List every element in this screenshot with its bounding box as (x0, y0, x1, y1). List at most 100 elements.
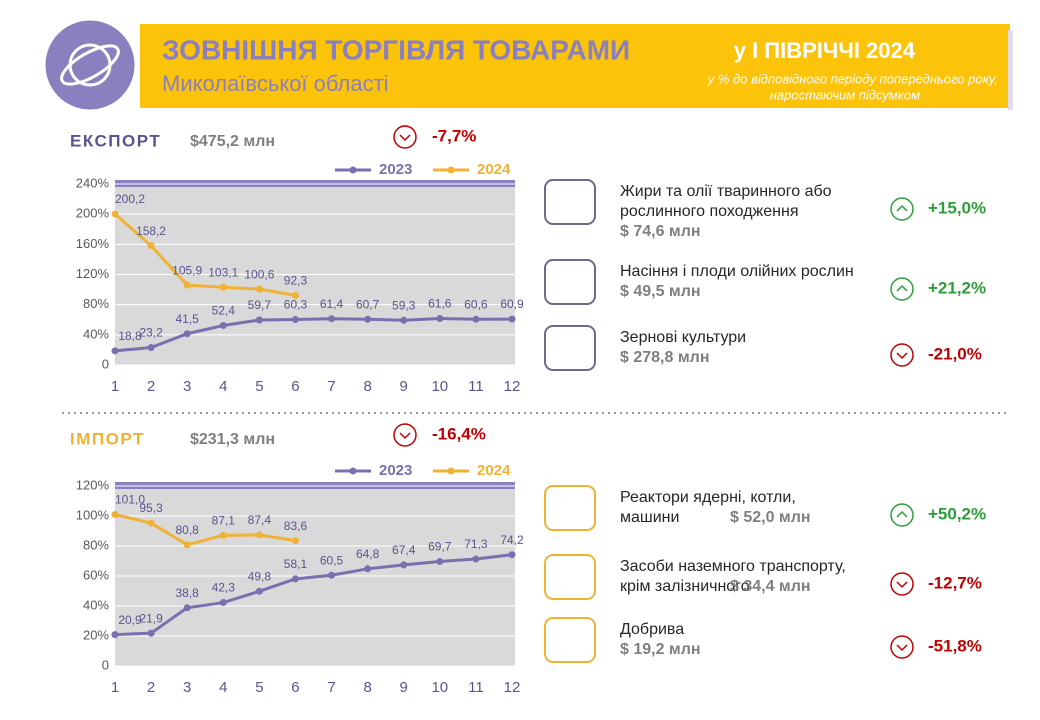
data-label: 60,3 (284, 298, 308, 312)
x-tick-label: 10 (431, 378, 448, 395)
logo (42, 17, 138, 113)
item-amount: $ 278,8 млн (620, 349, 710, 366)
note: наростаючим підсумком (770, 87, 920, 102)
trend-arrow (896, 204, 908, 212)
trend-arrow (896, 284, 908, 292)
legend-label: 2023 (379, 462, 412, 479)
item-change: -51,8% (928, 636, 982, 655)
y-tick-label: 120% (76, 266, 110, 281)
legend-label: 2024 (477, 161, 511, 178)
item-change: +50,2% (928, 504, 986, 523)
trend-arrow (896, 644, 908, 652)
item-name: рослинного походження (620, 203, 799, 220)
data-point (255, 285, 263, 293)
y-tick-label: 240% (76, 175, 110, 190)
data-point (291, 316, 299, 324)
data-label: 87,4 (248, 513, 272, 527)
trend-arrow (896, 510, 908, 518)
trend-icon (393, 423, 417, 447)
series-line (114, 513, 296, 547)
section-amount: $475,2 млн (190, 133, 275, 150)
y-tick-label: 160% (76, 236, 110, 251)
x-tick-label: 12 (504, 378, 521, 395)
x-tick-label: 3 (183, 679, 191, 696)
data-point (508, 315, 516, 323)
data-label: 80,8 (176, 523, 200, 537)
x-tick-label: 7 (327, 378, 335, 395)
y-tick-label: 0 (102, 657, 109, 672)
data-label: 58,1 (284, 557, 308, 571)
data-point (472, 315, 480, 323)
data-point (436, 315, 444, 323)
data-label: 41,5 (176, 312, 200, 326)
data-label: 59,7 (248, 298, 272, 312)
data-point (291, 575, 299, 583)
data-label: 23,2 (139, 326, 163, 340)
data-point (400, 316, 408, 324)
item-amount: $ 34,4 млн (730, 578, 811, 595)
y-tick-label: 20% (83, 627, 109, 642)
data-label: 60,6 (464, 297, 488, 311)
item-amount: $ 52,0 млн (730, 509, 811, 526)
data-label: 60,5 (320, 553, 344, 567)
y-tick-label: 40% (83, 597, 109, 612)
x-tick-label: 8 (363, 378, 371, 395)
x-tick-label: 8 (363, 679, 371, 696)
x-tick-label: 2 (147, 679, 155, 696)
data-label: 92,3 (284, 274, 308, 288)
data-point (219, 283, 227, 291)
data-label: 21,9 (139, 611, 163, 625)
trend-icon (890, 572, 914, 596)
data-point (183, 281, 191, 289)
y-tick-label: 40% (83, 326, 109, 341)
x-tick-label: 5 (255, 679, 263, 696)
data-point (291, 291, 299, 299)
legend-marker (349, 166, 357, 174)
item-icon (544, 485, 596, 531)
trend-arrow (896, 352, 908, 360)
legend-marker (447, 467, 455, 475)
section-change: -16,4% (432, 424, 486, 443)
trend-arrow (399, 432, 411, 440)
logo-icon (60, 43, 120, 87)
data-point (111, 511, 119, 518)
data-label: 60,7 (356, 297, 380, 311)
data-point (183, 604, 191, 612)
item-change: -12,7% (928, 573, 982, 592)
series-line (114, 553, 513, 637)
trend-icon (890, 197, 914, 221)
data-point (147, 242, 155, 250)
legend-marker (349, 467, 357, 475)
data-point (255, 587, 263, 595)
data-label: 71,3 (464, 537, 488, 551)
item-amount: $ 74,6 млн (620, 223, 701, 240)
x-tick-label: 1 (111, 378, 119, 395)
legend-label: 2023 (379, 161, 412, 178)
trend-icon (890, 635, 914, 659)
item-amount: $ 49,5 млн (620, 283, 701, 300)
trend-arrow (896, 581, 908, 589)
legend-marker (447, 166, 455, 174)
item-change: +15,0% (928, 198, 986, 217)
data-label: 60,9 (500, 297, 524, 311)
item-name: Добрива (620, 621, 684, 638)
item-name: Зернові культури (620, 329, 746, 346)
data-label: 87,1 (212, 514, 236, 528)
data-label: 100,6 (244, 267, 274, 281)
trend-icon (890, 343, 914, 367)
trend-arrow (399, 134, 411, 142)
data-point (255, 531, 263, 539)
data-point (255, 316, 263, 324)
data-point (400, 561, 408, 569)
x-tick-label: 2 (147, 378, 155, 395)
trend-icon (890, 503, 914, 527)
item-name: Реактори ядерні, котли, (620, 489, 796, 506)
header-shadow (1008, 30, 1013, 110)
data-label: 105,9 (172, 263, 202, 277)
data-point (183, 541, 191, 549)
item-name: Засоби наземного транспорту, (620, 558, 846, 575)
item-icon (544, 617, 596, 663)
y-tick-label: 100% (76, 507, 110, 522)
title: ЗОВНІШНЯ ТОРГІВЛЯ ТОВАРАМИ (162, 34, 630, 65)
